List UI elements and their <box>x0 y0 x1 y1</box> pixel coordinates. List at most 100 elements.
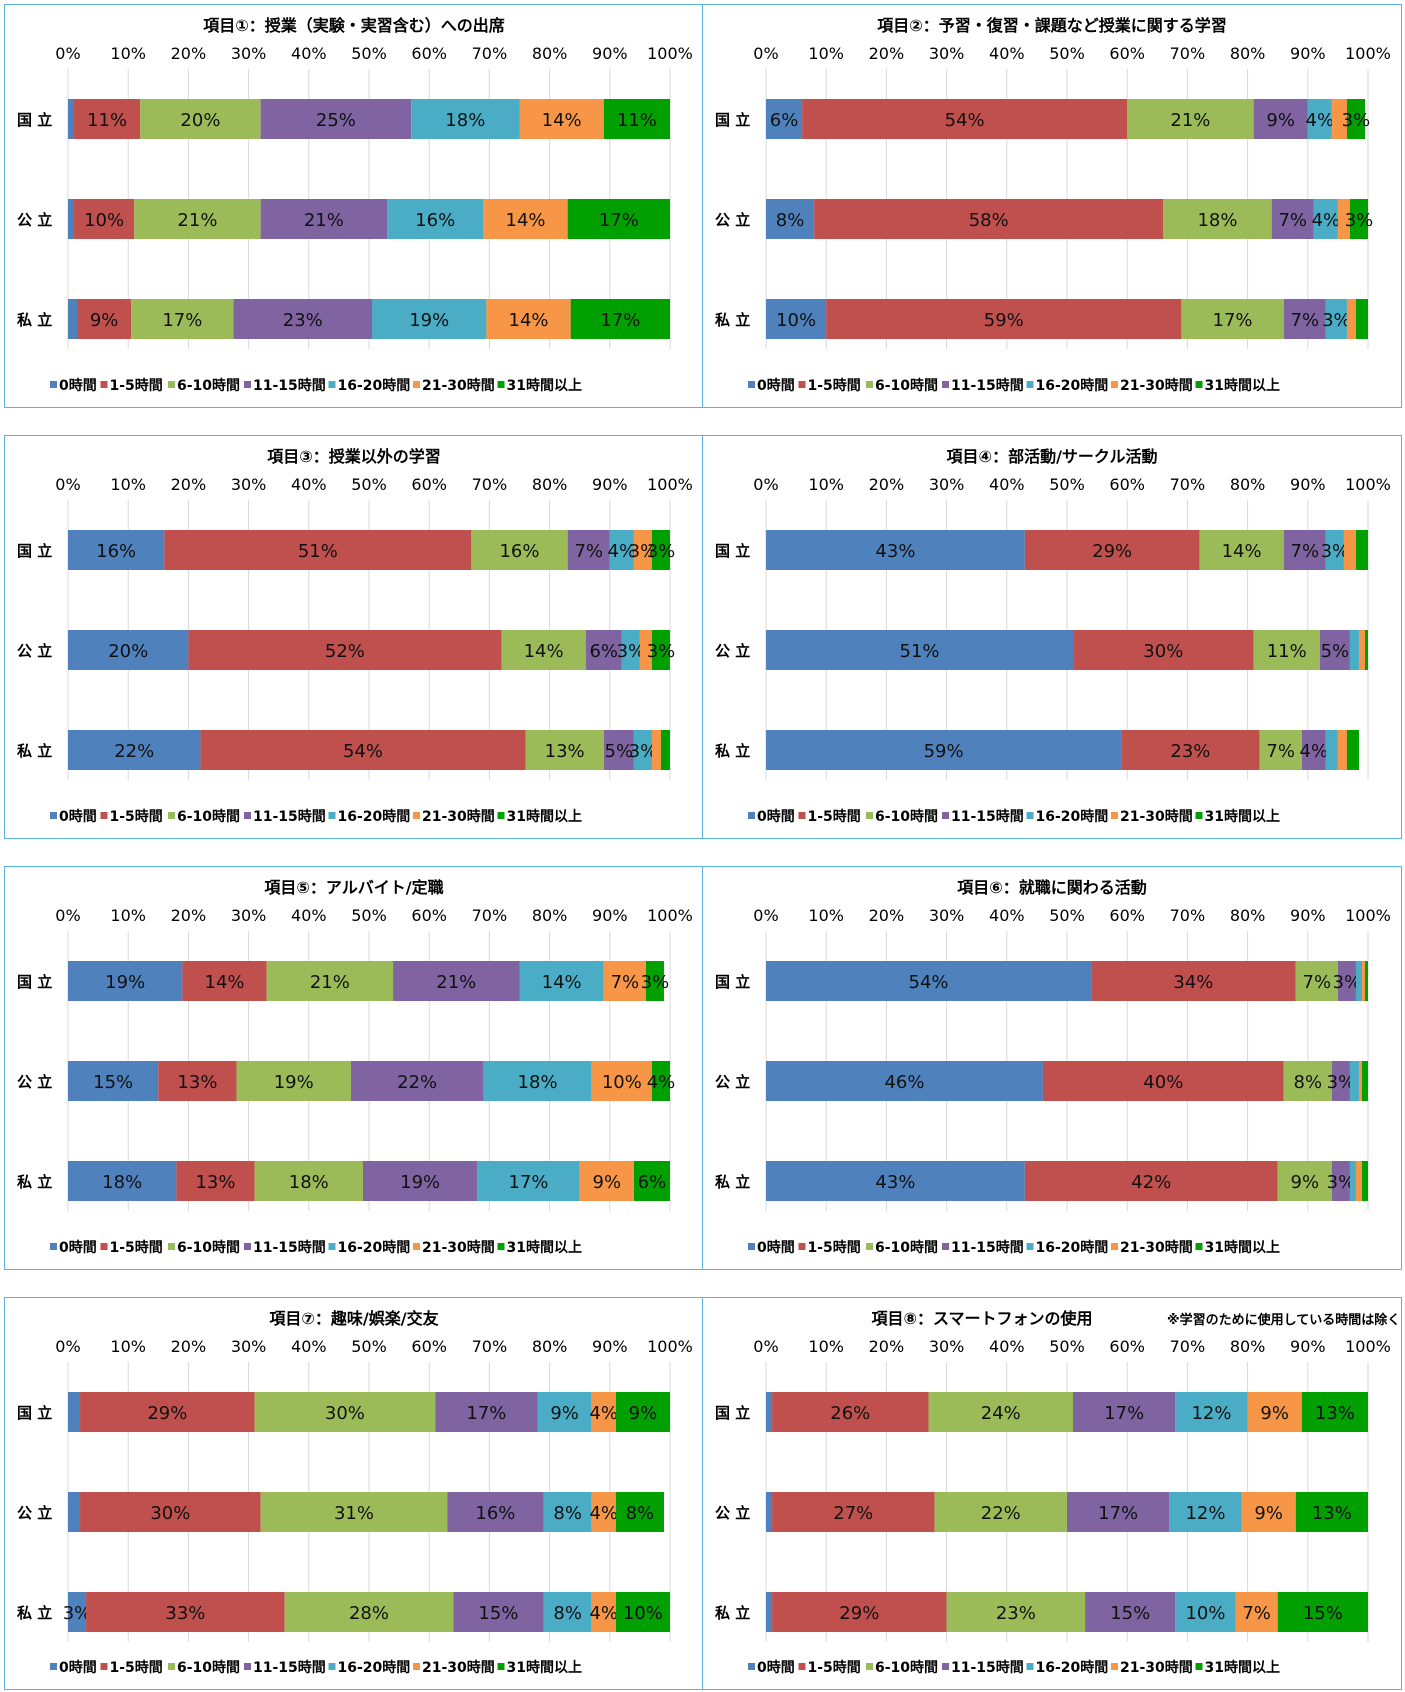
category-label: 私 立 <box>714 1604 750 1622</box>
legend-label: 21-30時間 <box>1120 1239 1193 1256</box>
x-tick-label: 70% <box>1170 475 1206 494</box>
x-tick-label: 10% <box>110 475 146 494</box>
bar-segment <box>188 630 502 670</box>
bar-segment <box>1331 1061 1350 1101</box>
x-tick-label: 0% <box>55 475 80 494</box>
bar-segment <box>579 1161 634 1201</box>
x-tick-label: 60% <box>1109 906 1145 925</box>
bar-segment <box>1355 961 1362 1001</box>
bar-segment <box>1346 730 1359 770</box>
bar-segment <box>1349 199 1368 239</box>
data-label: 3% <box>641 972 670 993</box>
data-label: 4% <box>1306 110 1335 131</box>
bar-segment <box>525 730 604 770</box>
data-label: 7% <box>611 972 640 993</box>
bar-segment <box>68 99 75 139</box>
category-label: 国 立 <box>715 1404 750 1422</box>
x-tick-label: 80% <box>532 1337 568 1356</box>
bar-segment <box>140 99 261 139</box>
category-label: 国 立 <box>715 973 750 991</box>
data-label: 30% <box>325 1403 365 1424</box>
legend-label: 1-5時間 <box>808 1239 861 1256</box>
bar-segment <box>284 1592 454 1632</box>
legend-label: 6-10時間 <box>177 1659 240 1676</box>
bar-segment <box>1253 630 1320 670</box>
legend-label: 0時間 <box>757 808 795 825</box>
data-label: 20% <box>108 641 148 662</box>
legend-swatch <box>100 381 108 388</box>
data-label: 27% <box>833 1503 873 1524</box>
legend-swatch <box>328 381 336 388</box>
x-tick-label: 90% <box>1290 44 1326 63</box>
legend-swatch <box>748 1663 755 1670</box>
bar-segment <box>68 630 189 670</box>
legend-label: 31時間以上 <box>507 808 582 825</box>
data-label: 3% <box>1333 972 1362 993</box>
x-tick-label: 70% <box>472 906 508 925</box>
bar-segment <box>131 299 234 339</box>
data-label: 17% <box>162 310 202 331</box>
legend-swatch <box>1195 1243 1203 1250</box>
bar-segment <box>766 1492 773 1532</box>
legend-label: 16-20時間 <box>338 1239 411 1256</box>
data-label: 52% <box>325 641 365 662</box>
bar-segment <box>1325 730 1338 770</box>
data-label: 59% <box>984 310 1024 331</box>
category-label: 私 立 <box>16 1173 52 1191</box>
bar-segment <box>615 1592 670 1632</box>
category-label: 国 立 <box>715 111 750 129</box>
data-label: 10% <box>84 210 124 231</box>
bar-segment <box>1259 730 1302 770</box>
data-label: 3% <box>63 1603 92 1624</box>
legend-label: 21-30時間 <box>422 377 495 394</box>
legend-label: 6-10時間 <box>177 808 240 825</box>
bar-segment <box>1349 1161 1356 1201</box>
bar-segment <box>68 1392 81 1432</box>
x-tick-label: 30% <box>231 475 267 494</box>
data-label: 15% <box>93 1072 133 1093</box>
bar-segment <box>68 1061 159 1101</box>
data-label: 9% <box>1260 1403 1289 1424</box>
bar-segment <box>1364 961 1368 1001</box>
data-label: 8% <box>553 1503 582 1524</box>
data-label: 9% <box>1266 110 1295 131</box>
bar-segment <box>1358 630 1365 670</box>
data-label: 14% <box>542 110 582 131</box>
legend-label: 11-15時間 <box>253 377 326 394</box>
legend-swatch <box>168 812 175 819</box>
bar-segment <box>1241 1492 1296 1532</box>
bar-segment <box>134 199 261 239</box>
chart-title: 項目⑥：就職に関わる活動 <box>957 878 1147 897</box>
legend-swatch <box>100 1663 108 1670</box>
legend-swatch <box>497 1663 505 1670</box>
x-tick-label: 50% <box>1049 475 1085 494</box>
legend-swatch <box>748 1243 755 1250</box>
bar-segment <box>1331 1161 1350 1201</box>
bar-segment <box>350 1061 484 1101</box>
legend-swatch <box>866 1243 873 1250</box>
bar-segment <box>393 961 520 1001</box>
x-tick-label: 40% <box>291 475 327 494</box>
bar-segment <box>814 199 1164 239</box>
x-tick-label: 30% <box>231 1337 267 1356</box>
legend-swatch <box>413 812 420 819</box>
chart-title: 項目②：予習・復習・課題など授業に関する学習 <box>877 16 1227 35</box>
bar-segment <box>411 99 520 139</box>
chart-svg: 項目⑦：趣味/娯楽/交友 0% 10% 20% 30% 40% 50% 60% 70% 80% 90… <box>16 1309 693 1676</box>
data-label: 7% <box>1303 972 1332 993</box>
data-label: 21% <box>310 972 350 993</box>
legend-label: 6-10時間 <box>177 377 240 394</box>
chart-title: 項目⑧：スマートフォンの使用 <box>871 1309 1092 1328</box>
bar-segment <box>1349 630 1359 670</box>
legend-label: 11-15時間 <box>951 808 1024 825</box>
bar-segment <box>1346 99 1365 139</box>
chart-panel-2: 項目②：予習・復習・課題など授業に関する学習 0% 10% 20% 30% 40% 50% 6… <box>702 4 1402 408</box>
data-label: 16% <box>96 541 136 562</box>
bar-segment <box>1361 1161 1368 1201</box>
x-tick-label: 100% <box>647 44 693 63</box>
x-tick-label: 40% <box>989 475 1025 494</box>
data-label: 3% <box>617 641 646 662</box>
legend-swatch <box>328 812 336 819</box>
legend-swatch <box>168 1663 175 1670</box>
data-label: 8% <box>553 1603 582 1624</box>
